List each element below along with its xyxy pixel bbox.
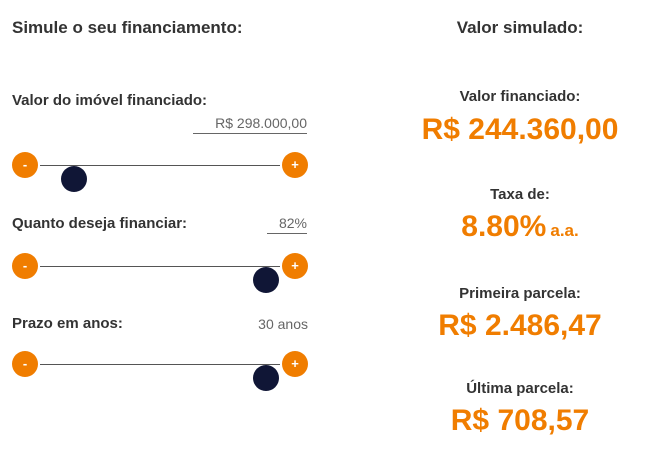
interest-rate-number: 8.80%: [461, 210, 547, 243]
finance-percent-field[interactable]: 82%: [267, 215, 307, 234]
property-minus-button[interactable]: -: [12, 152, 38, 178]
property-value-slider: - +: [12, 152, 308, 192]
property-value-field[interactable]: R$ 298.000,00: [193, 115, 307, 134]
finance-percent-slider: - +: [12, 253, 308, 293]
term-slider-track[interactable]: [40, 364, 280, 391]
property-slider-track[interactable]: [40, 165, 280, 192]
property-value-label: Valor do imóvel financiado:: [12, 92, 208, 109]
last-installment-value: R$ 708,57: [450, 404, 590, 437]
finance-minus-button[interactable]: -: [12, 253, 38, 279]
term-years-label: Prazo em anos:: [12, 315, 123, 332]
term-years-slider: - +: [12, 351, 308, 391]
first-installment-value: R$ 2.486,47: [438, 309, 602, 342]
term-minus-button[interactable]: -: [12, 351, 38, 377]
term-slider-thumb[interactable]: [252, 365, 279, 391]
interest-rate-value: 8.80% a.a.: [370, 210, 650, 244]
term-years-field[interactable]: 30 anos: [258, 316, 308, 332]
finance-slider-thumb[interactable]: [252, 267, 279, 293]
property-slider-thumb[interactable]: [60, 166, 87, 192]
interest-rate-suffix: a.a.: [550, 221, 579, 240]
finance-slider-track[interactable]: [40, 266, 280, 293]
finance-percent-label: Quanto deseja financiar:: [12, 215, 188, 232]
financed-amount-value: R$ 244.360,00: [421, 113, 619, 146]
property-plus-button[interactable]: +: [282, 152, 308, 178]
interest-rate-label: Taxa de:: [490, 186, 550, 203]
term-plus-button[interactable]: +: [282, 351, 308, 377]
financed-amount-label: Valor financiado:: [459, 88, 581, 105]
simulator-title: Simule o seu financiamento:: [12, 18, 243, 37]
result-title: Valor simulado:: [456, 18, 584, 37]
finance-plus-button[interactable]: +: [282, 253, 308, 279]
first-installment-label: Primeira parcela:: [459, 285, 581, 302]
last-installment-label: Última parcela:: [466, 380, 574, 397]
